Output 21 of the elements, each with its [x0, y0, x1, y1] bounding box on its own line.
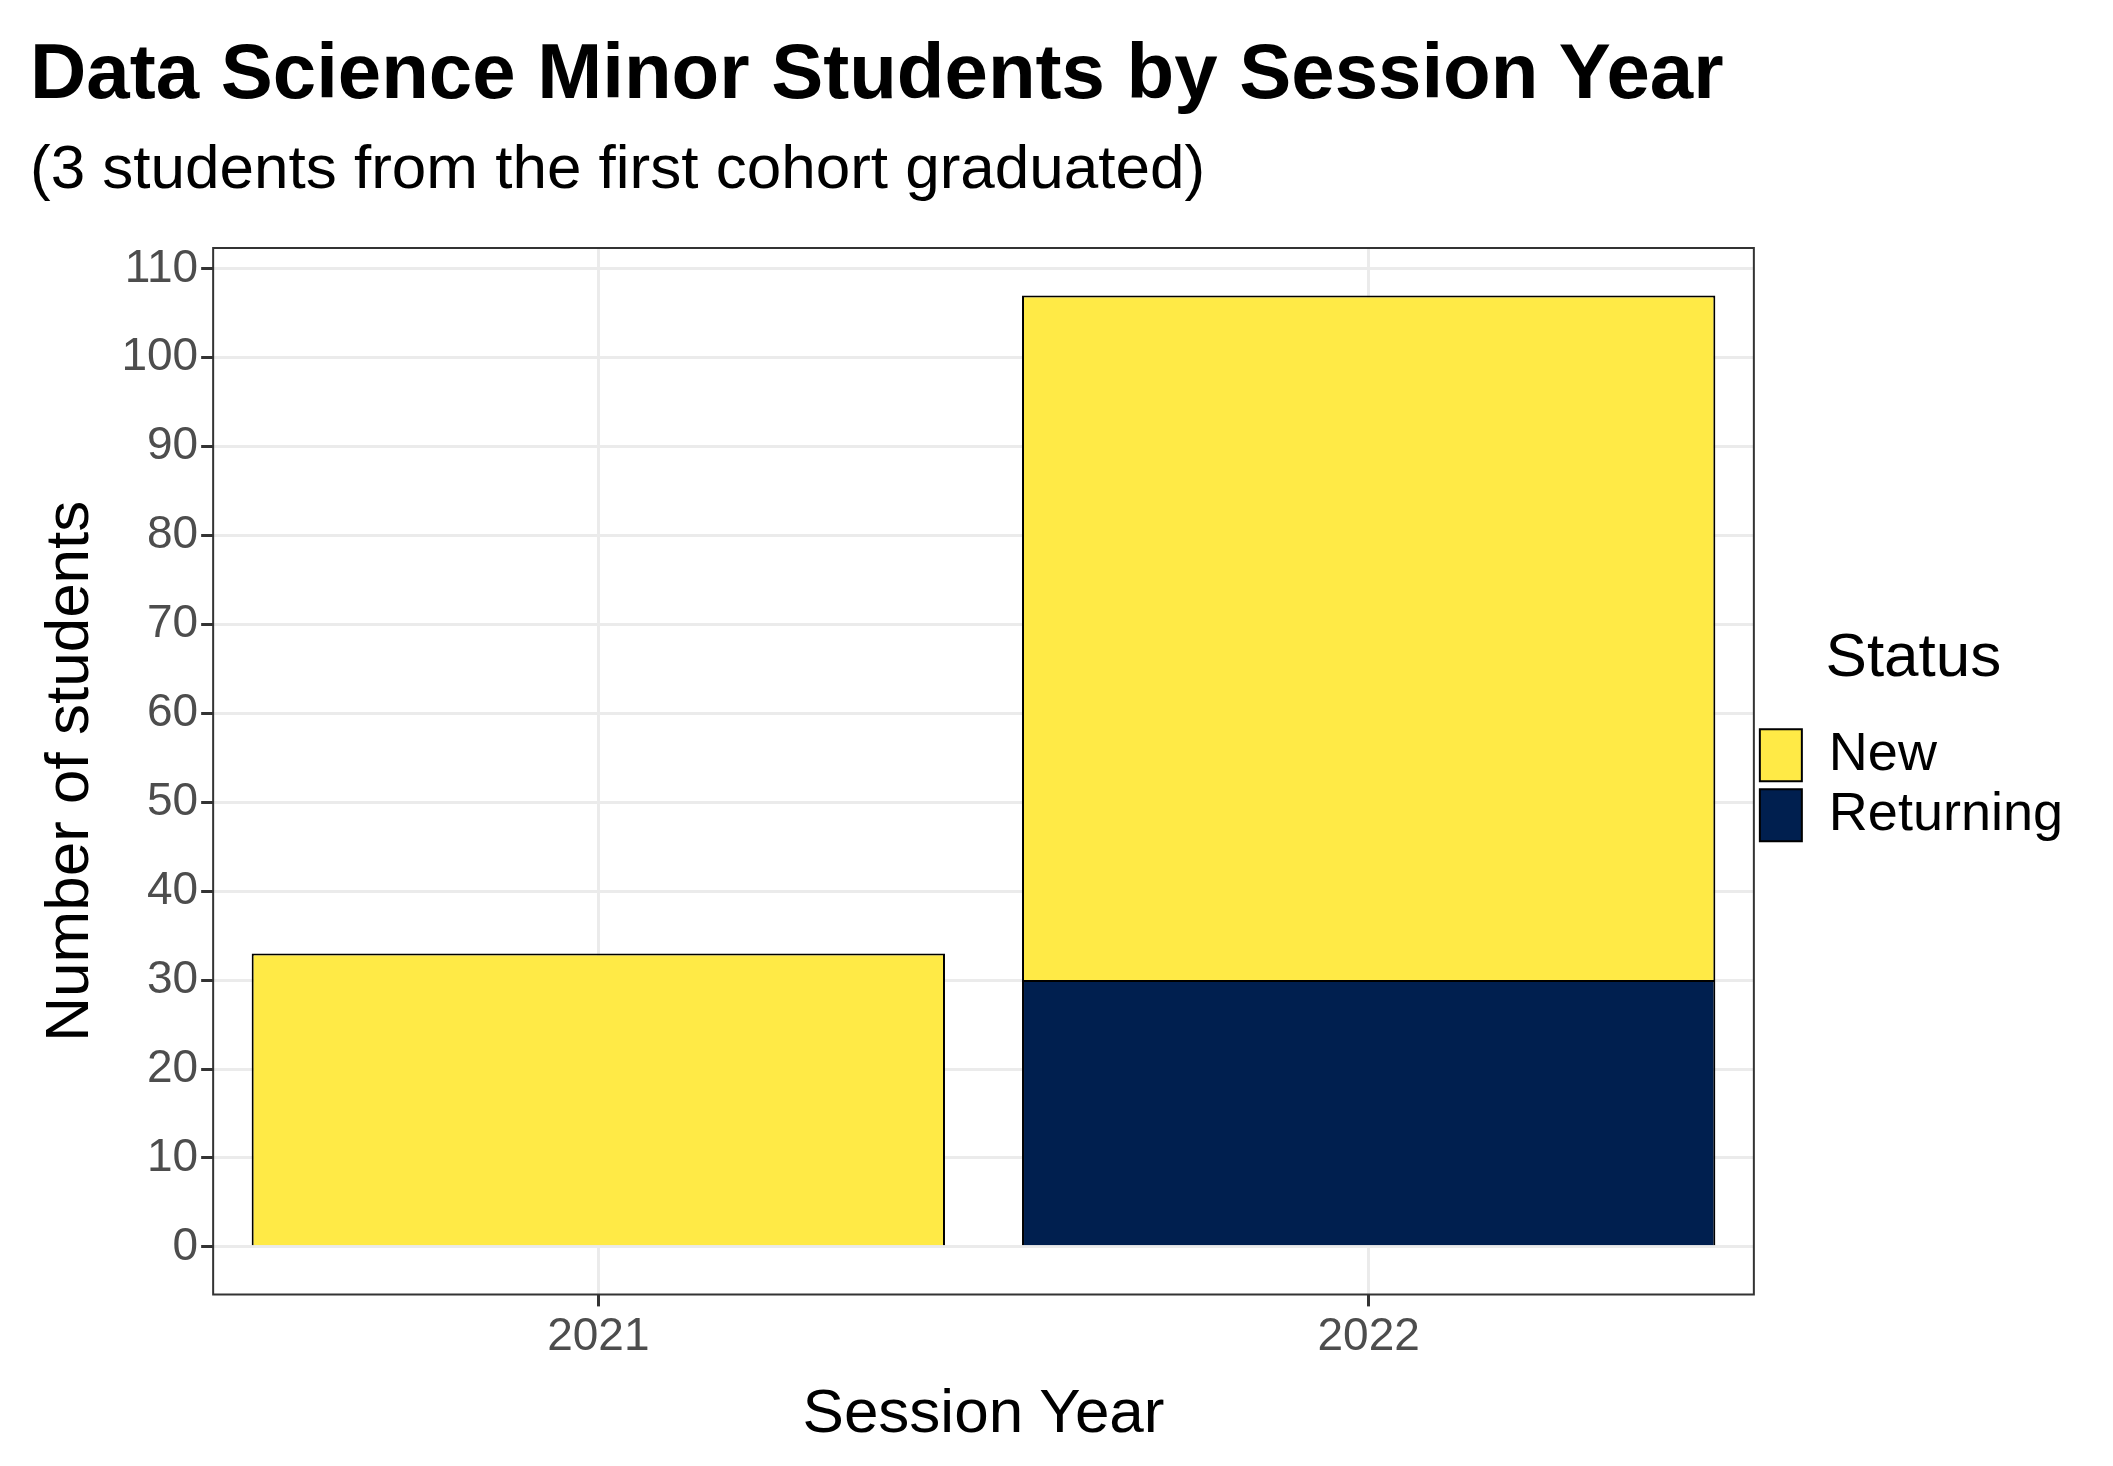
y-tick-label: 110 [124, 239, 199, 292]
chart-subtitle: (3 students from the first cohort graduated) [30, 131, 1206, 201]
y-tick-label: 40 [146, 861, 199, 914]
y-tick-label: 80 [146, 506, 199, 559]
y-tick-label: 60 [146, 684, 199, 737]
legend-label: Returning [1828, 781, 2063, 842]
y-tick-label: 70 [146, 595, 199, 648]
y-tick-label: 90 [146, 417, 199, 470]
chart-title: Data Science Minor Students by Session Year [30, 27, 1724, 116]
y-tick-label: 50 [146, 773, 199, 825]
legend-label: New [1828, 721, 1938, 782]
x-tick-label: 2021 [547, 1307, 650, 1360]
legend-title: Status [1825, 619, 2002, 689]
y-tick-label: 20 [146, 1039, 199, 1092]
y-tick-label: 10 [146, 1128, 199, 1181]
x-axis-title: Session Year [802, 1375, 1165, 1445]
y-axis-title: Number of students [32, 500, 102, 1042]
y-tick-label: 30 [146, 950, 199, 1003]
x-tick-label: 2022 [1317, 1307, 1420, 1360]
y-tick-label: 100 [121, 328, 199, 381]
y-tick-label: 0 [172, 1217, 199, 1270]
